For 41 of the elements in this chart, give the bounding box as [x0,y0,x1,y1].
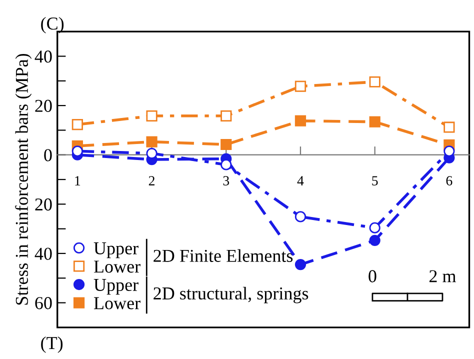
point [72,118,83,130]
x-tick-label: 5 [372,176,378,186]
point [444,146,455,157]
x-tick-label: 1 [75,176,80,186]
annotation: 0 [368,270,376,282]
point [220,159,232,170]
y-tick-label: 40 [34,50,52,63]
annotation: 2D structural, springs [154,286,308,304]
y-tick-label: 20 [35,100,52,112]
point [369,76,380,88]
y-tick-label: 40 [34,248,52,260]
y-tick-label: 0 [44,149,52,162]
x-tick-label: 4 [297,176,304,186]
point [369,116,380,128]
x-tick-label: 2 [148,176,154,186]
point [369,222,380,234]
point [146,110,158,122]
point [72,146,83,157]
legend-label: Upper [94,279,138,295]
point [444,122,455,133]
point [146,136,158,148]
point [294,258,306,270]
y-tick-label: 20 [35,198,52,211]
y-tick-label: 60 [35,297,52,310]
point [220,138,232,150]
text: (T) [41,336,63,353]
point [146,148,158,159]
x-tick-label: 6 [446,176,452,186]
legend-label: Lower [94,260,140,273]
annotation: 2D Finite Elements [154,249,293,262]
annotation: 2 m [429,270,456,282]
annotation: (C) [41,16,64,34]
point [369,234,380,246]
y-axis-title: Stress in reinforcement bars (MPa) [15,54,32,305]
point [220,110,232,122]
point [294,115,306,126]
point [294,211,306,222]
legend-label: Lower [94,297,140,310]
point [294,80,306,92]
x-tick-label: 3 [223,176,230,186]
legend-label: Upper [94,242,138,258]
